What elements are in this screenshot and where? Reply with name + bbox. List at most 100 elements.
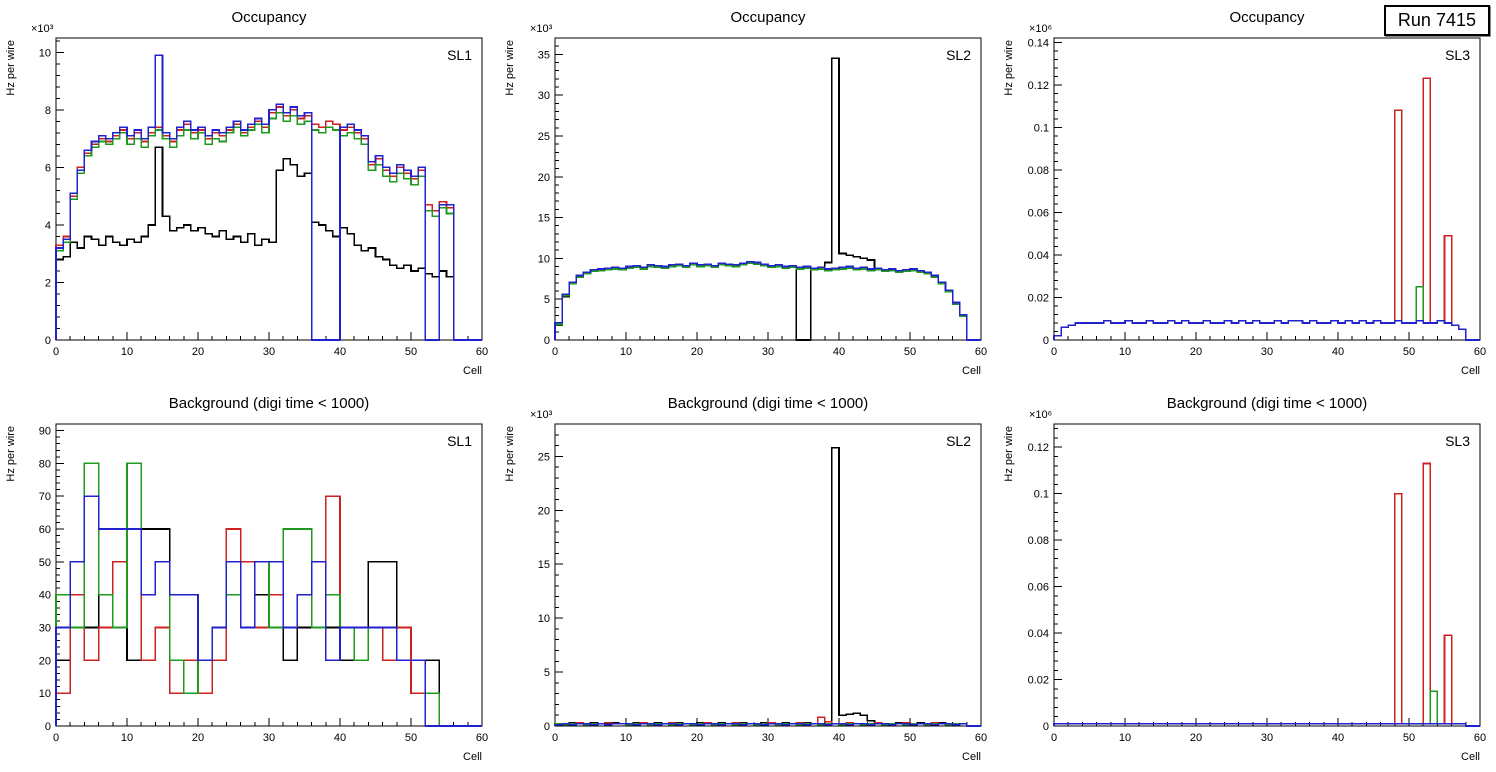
y-axis-title: Hz per wire [5, 426, 17, 482]
svg-text:15: 15 [538, 213, 550, 225]
svg-text:40: 40 [833, 346, 845, 358]
run-number-badge: Run 7415 [1383, 5, 1490, 36]
svg-text:60: 60 [975, 346, 987, 358]
svg-text:0.04: 0.04 [1028, 628, 1049, 640]
series-green [554, 262, 981, 341]
svg-text:50: 50 [39, 557, 51, 569]
x-axis-title: Cell [463, 365, 482, 377]
x-axis-title: Cell [962, 751, 981, 763]
svg-text:10: 10 [121, 732, 133, 744]
svg-text:20: 20 [39, 655, 51, 667]
series-red [554, 261, 981, 341]
svg-text:80: 80 [39, 458, 51, 470]
series-green [55, 111, 482, 341]
svg-text:10: 10 [1119, 732, 1131, 744]
svg-text:0.1: 0.1 [1034, 489, 1049, 501]
svg-text:20: 20 [538, 505, 550, 517]
svg-text:70: 70 [39, 491, 51, 503]
svg-text:20: 20 [691, 732, 703, 744]
svg-text:0: 0 [552, 346, 558, 358]
svg-text:30: 30 [538, 90, 550, 102]
svg-text:35: 35 [538, 49, 550, 61]
plot-title: Background (digi time < 1000) [169, 395, 370, 412]
svg-text:0: 0 [53, 732, 59, 744]
y-axis-title: Hz per wire [504, 40, 516, 96]
svg-text:4: 4 [45, 220, 51, 232]
series-blue [1053, 722, 1480, 727]
svg-text:0: 0 [1043, 335, 1049, 347]
svg-text:30: 30 [762, 732, 774, 744]
svg-text:8: 8 [45, 105, 51, 117]
series-blue [55, 54, 482, 341]
plot-svg-5: 0 10 20 30 40 50 60 0 0.02 0.04 0.06 0.08 0.1 0.12 Bac… [998, 386, 1496, 772]
corner-label: SL3 [1445, 47, 1470, 63]
panel-occupancy-sl3: 0 10 20 30 40 50 60 0 0.02 0.04 0.06 0.08 0.1 0.12 0.1… [998, 0, 1496, 386]
x-axis-title: Cell [463, 751, 482, 763]
svg-text:10: 10 [121, 346, 133, 358]
svg-text:20: 20 [691, 346, 703, 358]
series-blue [554, 260, 981, 341]
svg-text:0: 0 [544, 335, 550, 347]
svg-text:0: 0 [1051, 732, 1057, 744]
panel-occupancy-sl2: 0 10 20 30 40 50 60 0 5 10 15 20 25 30 35 Occupancy ×10³… [499, 0, 997, 386]
y-axis-title: Hz per wire [5, 40, 17, 96]
svg-text:0.1: 0.1 [1034, 122, 1049, 134]
svg-text:50: 50 [1403, 732, 1415, 744]
svg-text:0.12: 0.12 [1028, 80, 1049, 92]
svg-text:40: 40 [1332, 732, 1344, 744]
svg-text:20: 20 [1190, 732, 1202, 744]
plot-svg-3: 0 10 20 30 40 50 60 0 10 20 30 40 50 60 70 80 90 Backgrou… [0, 386, 498, 772]
plot-title: Occupancy [231, 9, 307, 26]
plot-svg-4: 0 10 20 30 40 50 60 0 5 10 15 20 25 Background (digi … [499, 386, 997, 772]
svg-text:0: 0 [53, 346, 59, 358]
axis-scale-label: ×10⁶ [1029, 23, 1052, 35]
svg-text:50: 50 [405, 346, 417, 358]
svg-text:20: 20 [192, 346, 204, 358]
svg-text:50: 50 [904, 732, 916, 744]
axis-scale-label: ×10³ [31, 23, 54, 35]
axis-scale-label: ×10³ [530, 409, 553, 421]
svg-text:2: 2 [45, 277, 51, 289]
svg-text:0.12: 0.12 [1028, 442, 1049, 454]
svg-text:10: 10 [620, 732, 632, 744]
x-axis-title: Cell [1461, 751, 1480, 763]
svg-text:0.02: 0.02 [1028, 292, 1049, 304]
svg-text:30: 30 [1261, 346, 1273, 358]
plot-title: Background (digi time < 1000) [668, 395, 869, 412]
x-axis-title: Cell [962, 365, 981, 377]
svg-text:0: 0 [544, 721, 550, 733]
corner-label: SL1 [447, 47, 472, 63]
svg-text:0.04: 0.04 [1028, 250, 1049, 262]
svg-text:0.06: 0.06 [1028, 582, 1049, 594]
svg-text:50: 50 [904, 346, 916, 358]
svg-text:90: 90 [39, 426, 51, 438]
svg-text:10: 10 [538, 253, 550, 265]
svg-text:60: 60 [1474, 346, 1486, 358]
svg-text:60: 60 [476, 346, 488, 358]
plot-svg-2: 0 10 20 30 40 50 60 0 0.02 0.04 0.06 0.08 0.1 0.12 0.1… [998, 0, 1496, 386]
panel-background-sl2: 0 10 20 30 40 50 60 0 5 10 15 20 25 Background (digi … [499, 386, 997, 772]
svg-text:60: 60 [1474, 732, 1486, 744]
svg-text:0: 0 [1043, 721, 1049, 733]
axis-scale-label: ×10⁶ [1029, 409, 1052, 421]
svg-text:10: 10 [39, 688, 51, 700]
svg-text:40: 40 [39, 590, 51, 602]
svg-text:40: 40 [334, 346, 346, 358]
corner-label: SL2 [946, 433, 971, 449]
series-black [55, 146, 482, 341]
svg-text:0: 0 [1051, 346, 1057, 358]
series-blue [1053, 320, 1480, 341]
series-blue [55, 495, 482, 727]
svg-text:40: 40 [1332, 346, 1344, 358]
svg-text:0.02: 0.02 [1028, 675, 1049, 687]
y-axis-title: Hz per wire [1003, 40, 1015, 96]
svg-text:5: 5 [544, 667, 550, 679]
plot-svg-0: 0 10 20 30 40 50 60 0 2 4 6 8 10 Occupancy ×10³ SL1 Hz p… [0, 0, 498, 386]
panel-background-sl3: 0 10 20 30 40 50 60 0 0.02 0.04 0.06 0.08 0.1 0.12 Bac… [998, 386, 1496, 772]
y-axis-title: Hz per wire [1003, 426, 1015, 482]
svg-text:25: 25 [538, 131, 550, 143]
svg-text:40: 40 [833, 732, 845, 744]
y-axis-title: Hz per wire [504, 426, 516, 482]
